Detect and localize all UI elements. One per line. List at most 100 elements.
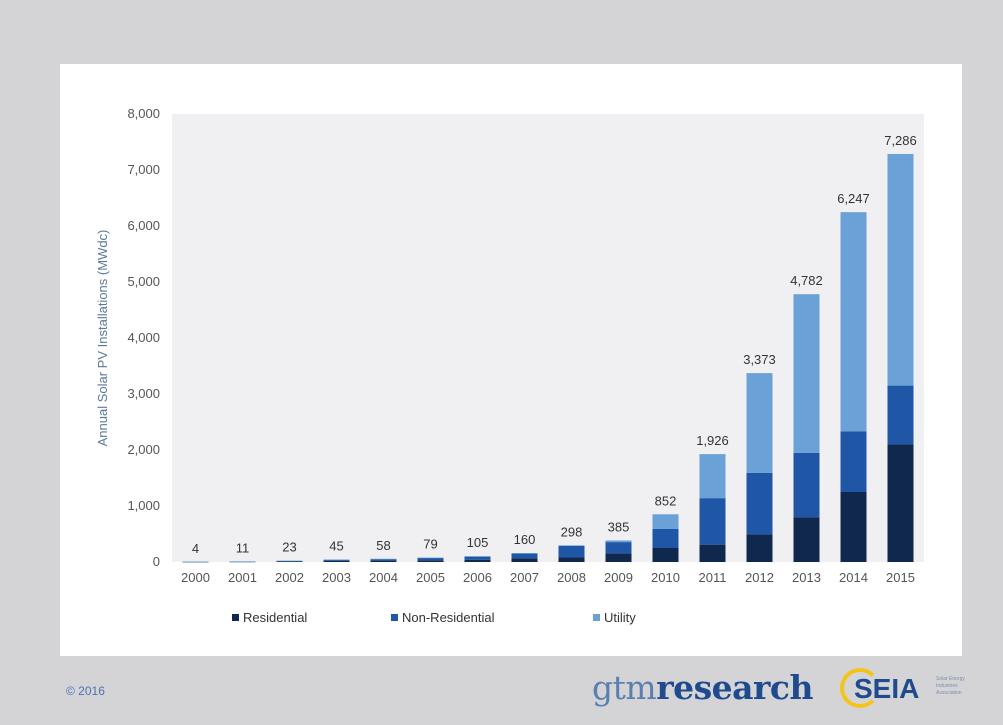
legend-label: Utility xyxy=(604,610,636,625)
bar-segment xyxy=(746,534,773,562)
x-tick-label: 2008 xyxy=(557,570,586,585)
bar-total-label: 4,782 xyxy=(790,273,823,288)
legend-swatch xyxy=(391,614,398,621)
legend: Residential Non-Residential Utility xyxy=(232,610,636,625)
bar-segment xyxy=(793,294,820,453)
bar-segment xyxy=(417,557,444,559)
sun-ring-icon xyxy=(840,668,880,708)
bar-segment xyxy=(464,559,491,562)
y-tick-label: 5,000 xyxy=(127,274,160,289)
bar-total-label: 6,247 xyxy=(837,191,870,206)
y-axis: 0 1,000 2,000 3,000 4,000 5,000 6,000 7,000 8,00… xyxy=(127,106,160,569)
x-tick-label: 2014 xyxy=(839,570,868,585)
bar-segment xyxy=(323,559,350,561)
bar-segment xyxy=(229,561,256,562)
bar-total-label: 385 xyxy=(608,519,630,534)
bars-group: 4 11 23 45 58 79 105 160 298 385 852 1,926 3,373 4,78… xyxy=(182,133,917,563)
bar-segment xyxy=(605,542,632,554)
x-tick-label: 2004 xyxy=(369,570,398,585)
x-tick-label: 2011 xyxy=(699,570,727,585)
x-tick-label: 2003 xyxy=(322,570,351,585)
y-tick-label: 6,000 xyxy=(127,218,160,233)
x-tick-label: 2015 xyxy=(886,570,915,585)
bar-segment xyxy=(511,558,538,562)
stacked-bar-chart: 0 1,000 2,000 3,000 4,000 5,000 6,000 7,000 8,00… xyxy=(95,106,924,625)
bar-segment xyxy=(746,472,773,535)
x-tick-label: 2006 xyxy=(463,570,492,585)
bar-segment xyxy=(464,556,491,557)
bar-segment xyxy=(840,212,867,432)
x-tick-label: 2012 xyxy=(745,570,774,585)
bar-segment xyxy=(417,560,444,562)
bar-segment xyxy=(370,558,397,560)
gtm-research-logo: gtmresearch xyxy=(592,668,813,708)
legend-swatch xyxy=(593,614,600,621)
legend-label: Non-Residential xyxy=(402,610,495,625)
bar-segment xyxy=(558,557,585,562)
seia-logo-word: SEIA xyxy=(854,673,920,704)
bar-total-label: 852 xyxy=(655,493,677,508)
bar-total-label: 160 xyxy=(514,532,536,547)
bar-segment xyxy=(276,561,303,562)
seia-logo: SEIA Solar Energy Industries Association xyxy=(840,668,970,712)
bar-total-label: 23 xyxy=(282,540,296,555)
x-tick-label: 2001 xyxy=(228,570,257,585)
bar-segment xyxy=(699,454,726,499)
bar-total-label: 45 xyxy=(329,538,343,553)
gtm-logo-light-part: gtm xyxy=(592,668,657,707)
bar-segment xyxy=(699,498,726,545)
y-tick-label: 3,000 xyxy=(127,386,160,401)
x-tick-label: 2009 xyxy=(604,570,633,585)
bar-segment xyxy=(558,545,585,558)
bar-segment xyxy=(887,444,914,562)
bar-segment xyxy=(840,431,867,492)
bar-segment xyxy=(605,553,632,562)
bar-total-label: 3,373 xyxy=(743,352,776,367)
bar-total-label: 7,286 xyxy=(884,133,917,148)
x-tick-label: 2005 xyxy=(416,570,445,585)
bar-segment xyxy=(464,556,491,560)
bar-segment xyxy=(370,559,397,561)
bar-segment xyxy=(652,514,679,529)
bar-segment xyxy=(323,559,350,560)
bar-segment xyxy=(652,548,679,562)
y-tick-label: 8,000 xyxy=(127,106,160,121)
bar-segment xyxy=(793,452,820,518)
legend-swatch xyxy=(232,614,239,621)
bar-total-label: 58 xyxy=(376,538,390,553)
bar-total-label: 4 xyxy=(192,541,199,556)
bar-segment xyxy=(793,517,820,562)
bar-total-label: 1,926 xyxy=(696,433,729,448)
bar-segment xyxy=(182,561,209,563)
bar-segment xyxy=(652,528,679,548)
bar-segment xyxy=(511,553,538,559)
y-tick-label: 1,000 xyxy=(127,498,160,513)
bar-segment xyxy=(746,373,773,473)
seia-logo-tagline: Solar Energy Industries Association xyxy=(936,676,965,696)
gtm-logo-bold-part: research xyxy=(656,668,813,707)
bar-segment xyxy=(417,558,444,561)
bar-segment xyxy=(511,553,538,554)
bar-segment xyxy=(605,540,632,543)
x-tick-label: 2007 xyxy=(510,570,539,585)
bar-total-label: 79 xyxy=(423,537,437,552)
bar-segment xyxy=(699,544,726,562)
x-tick-label: 2010 xyxy=(651,570,680,585)
bar-total-label: 11 xyxy=(236,540,250,555)
y-axis-label: Annual Solar PV Installations (MWdc) xyxy=(95,230,110,447)
bar-segment xyxy=(558,545,585,546)
bar-segment xyxy=(887,153,914,386)
bar-total-label: 105 xyxy=(467,535,489,550)
copyright-text: © 2016 xyxy=(66,684,105,698)
y-tick-label: 4,000 xyxy=(127,330,160,345)
y-tick-label: 7,000 xyxy=(127,162,160,177)
bar-segment xyxy=(323,560,350,562)
x-axis: 2000 2001 2002 2003 2004 2005 2006 2007 2008 2009… xyxy=(181,570,915,585)
x-tick-label: 2013 xyxy=(792,570,821,585)
bar-segment xyxy=(840,492,867,562)
bar-total-label: 298 xyxy=(561,524,583,539)
x-tick-label: 2000 xyxy=(181,570,210,585)
legend-label: Residential xyxy=(243,610,307,625)
x-tick-label: 2002 xyxy=(275,570,304,585)
bar-segment xyxy=(887,385,914,445)
